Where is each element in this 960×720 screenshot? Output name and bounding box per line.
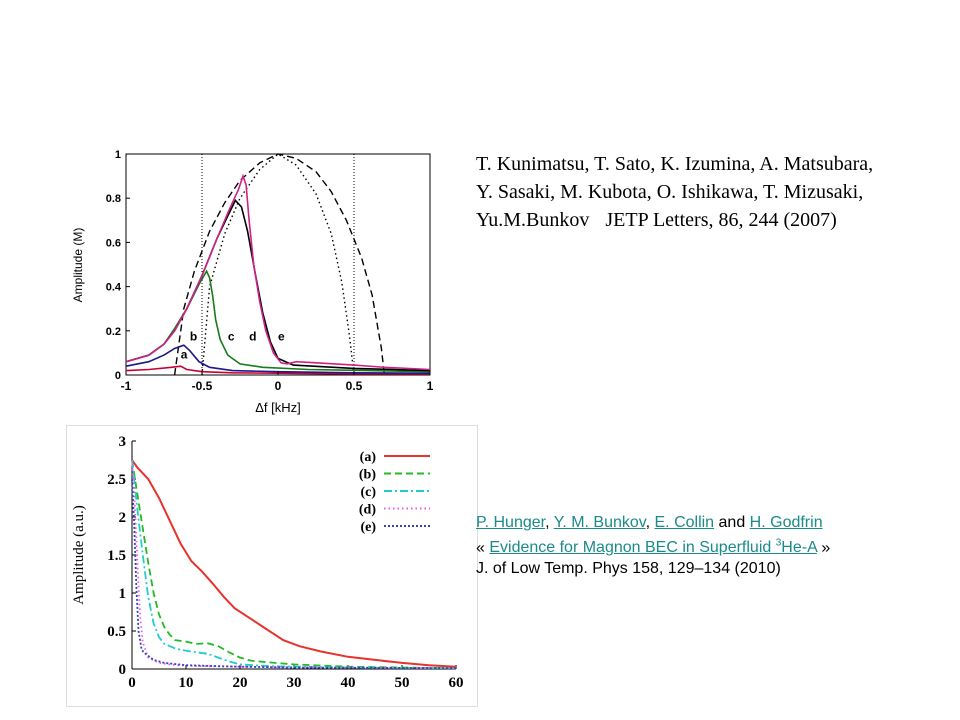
author-link-hunger[interactable]: P. Hunger <box>476 514 546 531</box>
reference-hunger-2010: P. Hunger, Y. M. Bunkov, E. Collin and H… <box>476 512 960 579</box>
series-line <box>125 173 431 371</box>
paper-title-prefix: Evidence for Magnon BEC in Superfluid <box>489 539 776 557</box>
chart-amplitude-decay: 0 10 20 30 40 50 60 0 0.5 1 1.5 2 2.5 3 (a) (b) (c) (d) (… <box>66 425 478 707</box>
figure-amplitude-decay: 0 10 20 30 40 50 60 0 0.5 1 1.5 2 2.5 3 (a) (b) (c) (d) (… <box>66 425 478 707</box>
series-line <box>131 478 457 670</box>
legend-label: (c) <box>360 485 376 500</box>
series-line <box>125 199 431 372</box>
series-line <box>125 269 431 373</box>
y-tick-label: 2 <box>119 510 127 526</box>
separator: , <box>545 514 554 531</box>
x-axis-label: Δf [kHz] <box>255 400 301 415</box>
y-tick-label: 0.5 <box>107 624 126 640</box>
chart-amplitude-vs-frequency: -1 -0.5 0 0.5 1 0 0.2 0.4 0.6 0.8 1 ab c d e Δf [kHz]… <box>71 149 434 415</box>
series-line <box>131 459 457 668</box>
figure-border <box>66 425 478 707</box>
y-tick-label: 0.4 <box>106 282 122 294</box>
y-tick-label: 1.5 <box>107 548 126 564</box>
x-tick-label: -0.5 <box>192 379 213 393</box>
author-link-godfrin[interactable]: H. Godfrin <box>749 514 823 531</box>
y-tick-label: 1 <box>119 586 127 602</box>
series-line <box>173 153 386 376</box>
author-link-bunkov[interactable]: Y. M. Bunkov <box>553 514 646 531</box>
x-tick-label: 20 <box>233 675 248 691</box>
y-tick-label: 0.2 <box>106 326 121 338</box>
series-line <box>125 365 430 375</box>
separator: and <box>714 514 750 531</box>
reference-author: Yu.M.Bunkov <box>476 209 590 231</box>
x-tick-label: 1 <box>427 379 434 393</box>
legend-label: (d) <box>359 503 376 518</box>
series-line <box>131 459 457 670</box>
curve-label: d <box>249 330 256 344</box>
x-tick-label: 0.5 <box>346 379 363 393</box>
y-tick-label: 0.8 <box>106 193 121 205</box>
reference-title-line: « Evidence for Magnon BEC in Superfluid … <box>476 533 960 558</box>
y-tick-label: 2.5 <box>107 472 126 488</box>
y-axis-label: Amplitude (a.u.) <box>71 505 87 605</box>
x-tick-label: 0 <box>275 379 282 393</box>
reference-line: Yu.M.Bunkov JETP Letters, 86, 244 (2007) <box>476 206 960 234</box>
legend-label: (b) <box>359 468 376 483</box>
legend-label: (e) <box>360 520 376 535</box>
separator: , <box>645 514 655 531</box>
y-tick-label: 0.6 <box>106 237 121 249</box>
x-tick-label: -1 <box>121 379 132 393</box>
curve-label: a <box>181 347 188 361</box>
y-tick-label: 0 <box>115 370 121 382</box>
x-tick-label: 30 <box>287 675 302 691</box>
curve-label: e <box>278 330 285 344</box>
x-tick-label: 50 <box>395 675 410 691</box>
reference-line: Y. Sasaki, M. Kubota, O. Ishikawa, T. Mi… <box>476 181 864 203</box>
series-line <box>131 459 457 670</box>
paper-title-suffix: He-A <box>781 539 817 557</box>
author-link-collin[interactable]: E. Collin <box>654 514 715 531</box>
reference-kunimatsu-2007: T. Kunimatsu, T. Sato, K. Izumina, A. Ma… <box>476 150 960 234</box>
curve-label: c <box>228 330 235 344</box>
x-tick-label: 10 <box>179 675 194 691</box>
reference-authors-line: P. Hunger, Y. M. Bunkov, E. Collin and H… <box>476 512 960 533</box>
y-tick-label: 1 <box>115 149 121 161</box>
reference-journal: JETP Letters, 86, 244 (2007) <box>605 209 837 231</box>
series-line <box>125 344 431 374</box>
legend-label: (a) <box>360 450 377 465</box>
paper-title-link[interactable]: Evidence for Magnon BEC in Superfluid 3H… <box>489 538 817 557</box>
curve-label: b <box>190 330 197 344</box>
reference-journal: J. of Low Temp. Phys 158, 129–134 (2010) <box>476 560 781 578</box>
y-axis-label: Amplitude (M) <box>71 228 85 303</box>
reference-line: T. Kunimatsu, T. Sato, K. Izumina, A. Ma… <box>476 153 874 175</box>
x-tick-label: 60 <box>449 675 464 691</box>
y-tick-label: 0 <box>119 662 127 678</box>
quote-open: « <box>476 539 490 557</box>
quote-close: » <box>816 539 831 557</box>
paper-title-superscript: 3 <box>775 538 782 549</box>
y-tick-label: 3 <box>119 434 127 450</box>
x-tick-label: 40 <box>341 675 356 691</box>
x-tick-label: 0 <box>128 675 136 691</box>
